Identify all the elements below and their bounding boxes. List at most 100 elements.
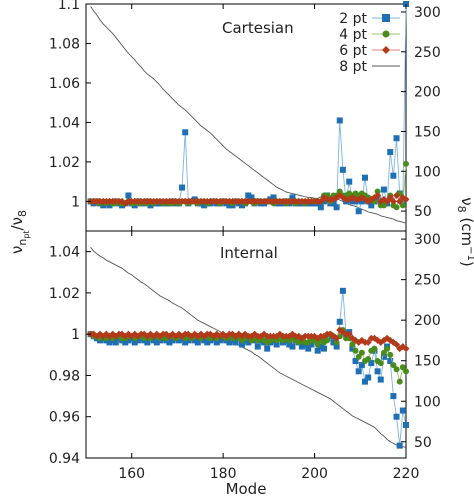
internal-point-2pt (305, 345, 312, 352)
right-y-axis-unit: (cm (458, 213, 474, 246)
cartesian-point-2pt (147, 202, 154, 209)
legend-label-2pt: 2 pt (339, 11, 367, 27)
internal-point-6pt (333, 334, 341, 342)
x-tick-label: 220 (393, 466, 420, 482)
legend-entry-4pt: 4 pt (339, 27, 400, 43)
internal-point-2pt (396, 442, 403, 449)
internal-point-2pt (355, 368, 362, 375)
internal-point-2pt (204, 339, 211, 346)
internal-point-2pt (264, 345, 271, 352)
internal-point-4pt (349, 341, 356, 348)
cartesian-point-6pt (396, 197, 404, 205)
right-y-axis-title: ν8 (cm−1) (455, 197, 474, 266)
cartesian-point-2pt (248, 194, 255, 201)
cartesian-y2-tick-label: 250 (414, 45, 441, 61)
cartesian-point-2pt (346, 178, 353, 185)
internal-point-2pt (191, 337, 198, 344)
internal-point-4pt (377, 360, 384, 367)
x-tick-label: 200 (301, 466, 328, 482)
internal-point-6pt (345, 330, 353, 338)
legend-entry-2pt: 2 pt (339, 11, 400, 27)
internal-point-2pt (144, 339, 151, 346)
cartesian-y2-tick-label: 50 (414, 204, 432, 220)
internal-point-2pt (349, 345, 356, 352)
cartesian-8pt-line-layer (90, 6, 407, 224)
internal-point-6pt (402, 345, 410, 353)
internal-point-2pt (122, 339, 129, 346)
cartesian-point-2pt (390, 172, 397, 179)
internal-point-2pt (153, 339, 160, 346)
internal-point-2pt (393, 413, 400, 420)
internal-point-6pt (364, 338, 372, 346)
cartesian-series-8pt-line (90, 6, 407, 224)
cartesian-point-2pt (125, 192, 132, 199)
x-axis-title: Mode (226, 480, 267, 498)
cartesian-point-2pt (361, 174, 368, 181)
internal-point-2pt (245, 339, 252, 346)
internal-point-2pt (254, 343, 261, 350)
internal-point-2pt (358, 362, 365, 369)
internal-y2-ticks: 50 100 150 200 250 300 (401, 232, 441, 451)
cartesian-point-6pt (393, 191, 401, 199)
cartesian-point-2pt (270, 194, 277, 201)
internal-point-2pt (106, 339, 113, 346)
internal-point-2pt (112, 339, 119, 346)
internal-point-4pt (371, 345, 378, 352)
internal-point-2pt (175, 337, 182, 344)
internal-point-4pt (333, 339, 340, 346)
internal-point-2pt (298, 343, 305, 350)
internal-point-2pt (403, 421, 409, 428)
cartesian-y2-tick-label: 150 (414, 124, 441, 140)
internal-y2-tick-label: 250 (414, 273, 441, 289)
internal-point-2pt (238, 341, 245, 348)
internal-point-2pt (286, 341, 293, 348)
legend-marker-6pt (382, 46, 390, 54)
cartesian-point-6pt (402, 195, 410, 203)
internal-panel-label: Internal (220, 244, 278, 262)
internal-y-tick-label: 1 (71, 327, 80, 343)
internal-point-4pt (390, 362, 397, 369)
cartesian-point-2pt (368, 202, 375, 209)
cartesian-y2-tick-label: 100 (414, 164, 441, 180)
left-y-axis-title: νnpt/ν8 (8, 210, 31, 254)
internal-point-2pt (194, 339, 201, 346)
legend-entry-8pt: 8 pt (339, 59, 400, 75)
cartesian-point-2pt (238, 202, 245, 209)
internal-point-4pt (324, 337, 331, 344)
internal-y2-tick-label: 300 (414, 232, 441, 248)
cartesian-point-2pt (330, 200, 337, 207)
internal-point-2pt (182, 339, 189, 346)
internal-point-2pt (320, 345, 327, 352)
x-tick-label: 160 (118, 466, 145, 482)
cartesian-y-tick-label: 1.04 (49, 115, 80, 131)
cartesian-point-2pt (393, 135, 400, 142)
internal-point-4pt (314, 341, 321, 348)
cartesian-point-2pt (100, 202, 107, 209)
internal-point-4pt (355, 353, 362, 360)
internal-point-4pt (399, 364, 406, 371)
internal-point-2pt (134, 337, 141, 344)
internal-y2-tick-label: 150 (414, 354, 441, 370)
cartesian-panel: 1 1.02 1.04 1.06 1.08 1.1 50 100 150 200 250 300 C… (49, 0, 441, 232)
internal-point-4pt (393, 366, 400, 373)
cartesian-point-2pt (358, 198, 365, 205)
internal-point-2pt (131, 339, 138, 346)
internal-point-2pt (333, 343, 340, 350)
internal-point-2pt (213, 339, 220, 346)
cartesian-point-4pt (399, 202, 406, 209)
internal-8pt-line-layer (90, 246, 407, 448)
cartesian-y-tick-label: 1.06 (49, 76, 80, 92)
internal-y2-tick-label: 50 (414, 435, 432, 451)
cartesian-y-tick-label: 1.1 (58, 0, 80, 13)
cartesian-point-2pt (201, 202, 208, 209)
internal-point-2pt (185, 337, 192, 344)
cartesian-y2-ticks: 50 100 150 200 250 300 (401, 5, 441, 220)
internal-point-4pt (387, 351, 394, 358)
internal-point-2pt (336, 318, 343, 325)
cartesian-point-6pt (386, 193, 394, 201)
cartesian-point-2pt (245, 192, 252, 199)
internal-point-2pt (226, 339, 233, 346)
cartesian-y-ticks: 1 1.02 1.04 1.06 1.08 1.1 (49, 0, 407, 231)
internal-y-tick-label: 0.98 (49, 368, 80, 384)
